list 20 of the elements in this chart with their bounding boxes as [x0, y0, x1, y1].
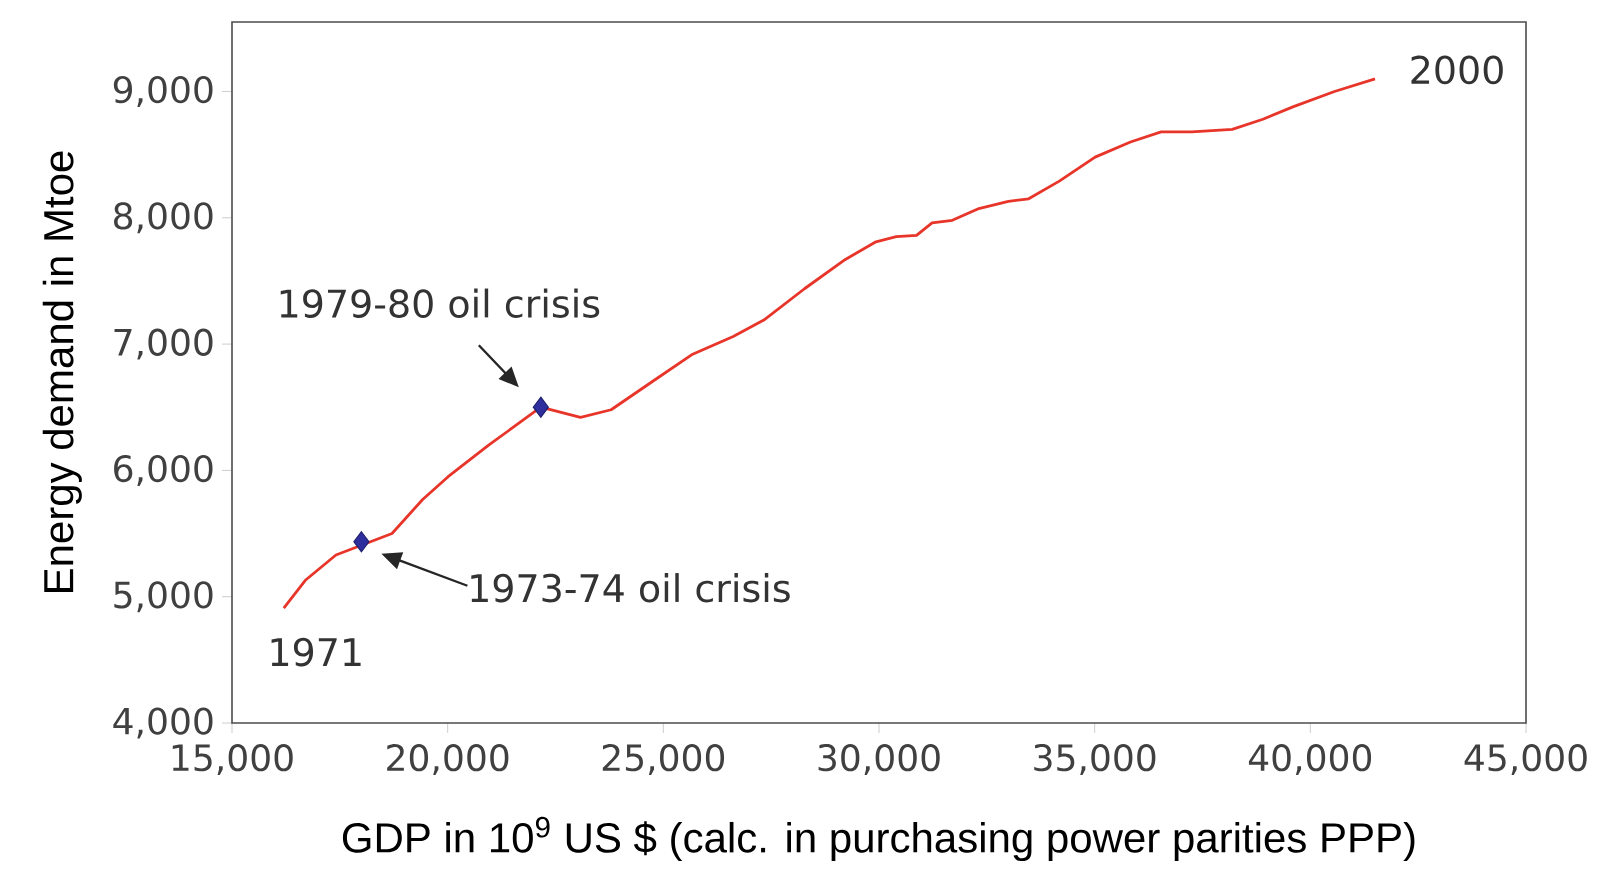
x-tick-label: 30,000 [818, 744, 940, 776]
annotation: 2000 [1411, 55, 1503, 85]
annotation: 1973-74 oil crisis [471, 573, 790, 603]
annotation: 1971 [271, 637, 361, 667]
y-tick-label: 7,000 [114, 328, 213, 360]
annotation: 1979-80 oil crisis [280, 288, 600, 318]
x-tick-label: 15,000 [172, 744, 293, 776]
x-tick-label: 40,000 [1248, 744, 1372, 776]
y-tick-label: 8,000 [114, 202, 213, 234]
x-tick-label: 45,000 [1464, 744, 1587, 776]
x-axis-title: GDP in 10$^{9}$ US $ (calc. in purchasing power parities PPP) [342, 816, 1415, 862]
line-series [282, 77, 1377, 610]
y-tick-label: 4,000 [113, 707, 213, 739]
x-tick-label: 20,000 [387, 744, 509, 776]
y-tick-label: 6,000 [114, 454, 213, 486]
x-tick-label: 25,000 [602, 744, 725, 776]
y-tick-label: 9,000 [113, 75, 213, 107]
y-tick-label: 5,000 [114, 581, 213, 613]
y-axis-title: Energy demand in Mtoe [42, 151, 82, 593]
x-tick-label: 35,000 [1034, 744, 1156, 776]
